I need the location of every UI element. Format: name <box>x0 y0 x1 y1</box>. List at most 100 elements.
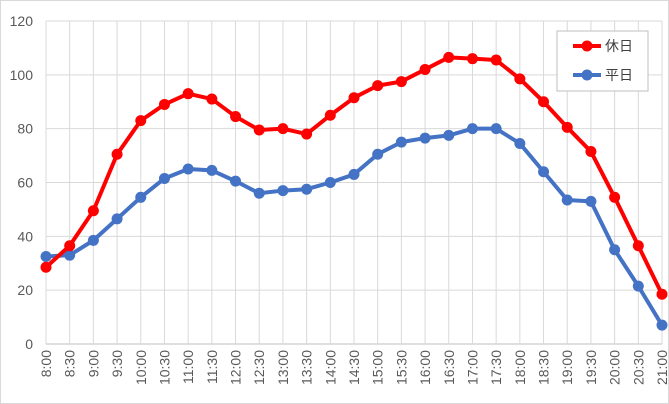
x-axis-ticks: 8:00 8:30 9:00 9:30 10:00 10:30 11:00 11:30 12:0… <box>38 350 669 385</box>
data-point-holiday <box>135 115 147 127</box>
y-tick-label: 20 <box>17 282 33 298</box>
data-point-holiday <box>395 76 407 88</box>
data-point-weekday <box>40 251 52 263</box>
x-tick-label: 12:30 <box>251 350 267 385</box>
x-tick-label: 20:30 <box>630 350 646 385</box>
y-tick-label: 80 <box>17 121 33 137</box>
data-point-weekday <box>609 244 621 256</box>
legend-label-holiday: 休日 <box>605 39 633 55</box>
data-point-weekday <box>277 185 289 197</box>
x-tick-label: 15:00 <box>370 350 386 385</box>
x-tick-label: 15:30 <box>393 350 409 385</box>
x-tick-label: 9:30 <box>109 350 125 377</box>
data-point-holiday <box>182 88 194 100</box>
data-point-weekday <box>561 194 573 206</box>
data-point-weekday <box>182 163 194 175</box>
data-point-weekday <box>324 177 336 188</box>
data-point-weekday <box>135 191 147 203</box>
x-tick-label: 8:00 <box>38 350 54 377</box>
x-tick-label: 18:00 <box>512 350 528 385</box>
data-point-weekday <box>538 166 550 178</box>
data-point-holiday <box>443 51 455 63</box>
data-point-weekday <box>372 148 384 160</box>
data-point-holiday <box>538 96 550 108</box>
data-point-weekday <box>514 137 526 149</box>
data-point-holiday <box>372 80 384 92</box>
x-tick-label: 13:00 <box>275 350 291 385</box>
data-point-holiday <box>230 111 242 123</box>
y-tick-label: 40 <box>17 228 33 244</box>
x-tick-label: 21:00 <box>654 350 669 385</box>
data-point-weekday <box>87 234 99 246</box>
data-point-holiday <box>111 148 123 160</box>
x-tick-label: 8:30 <box>62 350 78 377</box>
data-point-holiday <box>206 93 218 105</box>
data-point-holiday <box>609 191 621 203</box>
x-tick-label: 10:00 <box>133 350 149 385</box>
x-tick-label: 14:30 <box>346 350 362 385</box>
data-point-holiday <box>277 123 289 135</box>
series-group <box>40 51 668 331</box>
data-point-holiday <box>514 73 526 85</box>
legend-marker-weekday <box>581 69 593 81</box>
x-tick-label: 16:00 <box>417 350 433 385</box>
data-point-holiday <box>253 124 265 136</box>
x-tick-label: 12:00 <box>228 350 244 385</box>
x-tick-label: 11:30 <box>204 350 220 384</box>
legend-box <box>556 30 649 92</box>
data-point-holiday <box>466 53 478 65</box>
x-tick-label: 17:00 <box>464 350 480 385</box>
x-tick-label: 19:30 <box>583 350 599 385</box>
data-point-holiday <box>87 205 99 217</box>
x-tick-label: 16:30 <box>441 350 457 385</box>
series-holiday <box>40 51 668 300</box>
y-tick-label: 60 <box>17 175 33 191</box>
x-tick-label: 17:30 <box>488 350 504 385</box>
x-tick-label: 10:30 <box>156 350 172 385</box>
data-point-weekday <box>301 183 313 195</box>
x-tick-label: 19:00 <box>559 350 575 385</box>
x-tick-label: 20:00 <box>607 350 623 385</box>
data-point-weekday <box>64 249 76 261</box>
data-point-holiday <box>324 109 336 121</box>
data-point-weekday <box>443 129 455 141</box>
data-point-holiday <box>64 240 76 252</box>
data-point-weekday <box>490 123 502 135</box>
data-point-holiday <box>632 240 644 252</box>
data-point-holiday <box>561 121 573 133</box>
data-point-weekday <box>395 136 407 148</box>
data-point-weekday <box>230 175 242 187</box>
legend-label-weekday: 平日 <box>605 68 633 84</box>
x-tick-label: 11:00 <box>180 350 196 384</box>
data-point-holiday <box>348 92 360 104</box>
data-point-holiday <box>419 63 431 75</box>
data-point-weekday <box>206 164 218 176</box>
x-tick-label: 18:30 <box>536 350 552 385</box>
data-point-weekday <box>632 280 644 292</box>
y-tick-label: 100 <box>10 67 34 83</box>
data-point-holiday <box>158 98 170 110</box>
data-point-holiday <box>656 288 668 300</box>
data-point-weekday <box>419 132 431 144</box>
data-point-holiday <box>490 54 502 66</box>
data-point-holiday <box>301 128 313 140</box>
data-point-weekday <box>348 168 360 180</box>
data-point-weekday <box>656 319 668 331</box>
y-tick-label: 0 <box>25 336 33 352</box>
x-tick-label: 9:00 <box>85 350 101 377</box>
legend: 休日 平日 <box>556 30 649 92</box>
data-point-holiday <box>585 146 597 158</box>
x-tick-label: 13:30 <box>299 350 315 385</box>
data-point-weekday <box>585 195 597 207</box>
y-axis-ticks: 0 20 40 60 80 100 120 <box>10 13 34 352</box>
data-point-weekday <box>111 213 123 225</box>
data-point-weekday <box>466 123 478 135</box>
x-tick-label: 14:00 <box>322 350 338 385</box>
data-point-weekday <box>158 172 170 184</box>
data-point-weekday <box>253 187 265 199</box>
y-tick-label: 120 <box>10 13 34 29</box>
legend-marker-holiday <box>581 40 593 52</box>
data-point-holiday <box>40 261 52 273</box>
